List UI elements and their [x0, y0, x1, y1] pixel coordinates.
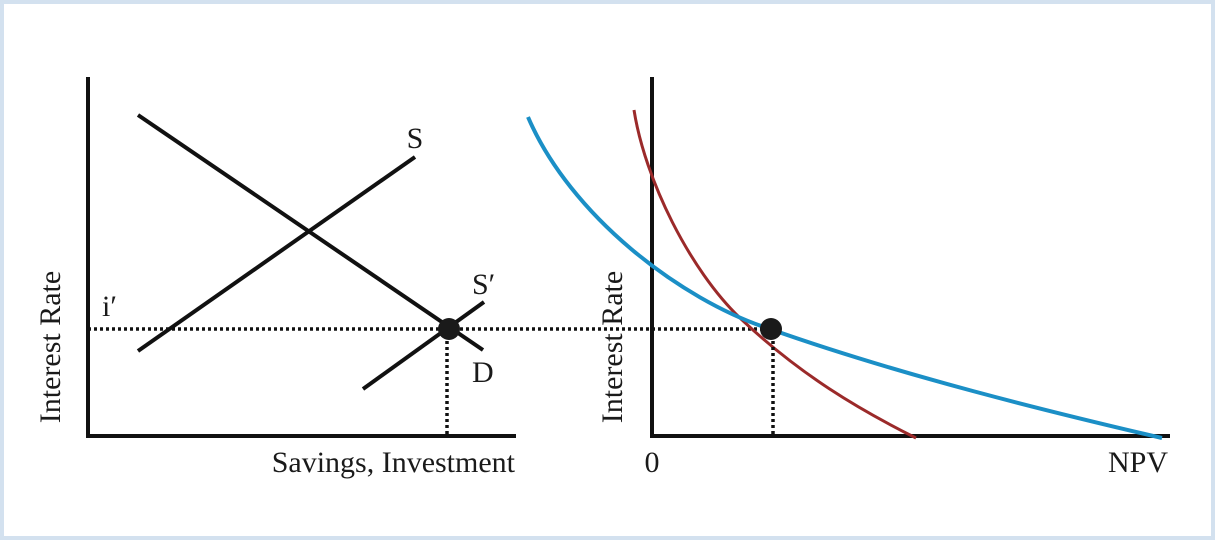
supply-label: S: [407, 122, 424, 155]
origin-label: 0: [645, 446, 660, 479]
new-supply-label: S′: [472, 268, 495, 301]
y-axis-label: Interest Rate: [34, 271, 67, 423]
new-supply-line: [361, 300, 486, 391]
axes: [86, 77, 516, 438]
y-axis-label: Interest Rate: [596, 271, 629, 423]
npv-point: [760, 318, 782, 340]
x-axis-label: Savings, Investment: [272, 446, 516, 479]
left-panel: [86, 77, 770, 438]
equilibrium-point: [438, 318, 460, 340]
rate-label: i′: [102, 290, 117, 323]
supply-line: [136, 155, 417, 353]
x-axis-label: NPV: [1108, 446, 1168, 479]
axes: [650, 77, 1170, 438]
demand-label: D: [472, 356, 494, 389]
